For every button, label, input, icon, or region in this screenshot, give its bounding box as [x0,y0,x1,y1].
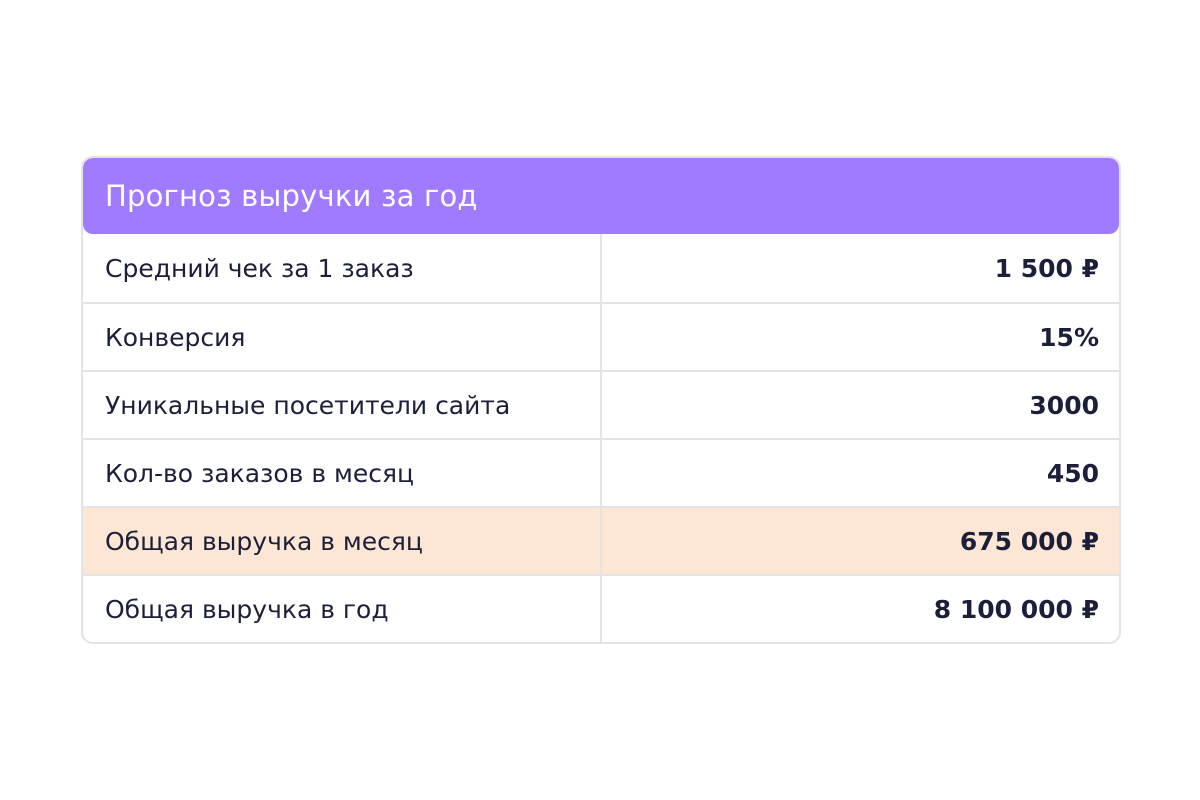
revenue-forecast-table: Прогноз выручки за год Средний чек за 1 … [81,156,1121,644]
row-label: Конверсия [83,304,602,370]
table-row-conversion: Конверсия 15% [83,302,1119,370]
row-value: 1 500 ₽ [994,253,1099,283]
row-label: Кол-во заказов в месяц [83,440,602,506]
table-header: Прогноз выручки за год [83,158,1119,234]
table-row-yearly-revenue: Общая выручка в год 8 100 000 ₽ [83,574,1119,642]
row-label: Общая выручка в год [83,576,602,642]
table-title: Прогноз выручки за год [105,179,478,213]
row-label: Средний чек за 1 заказ [83,234,602,302]
row-value: 450 [1046,458,1099,488]
row-value: 15% [1039,322,1099,352]
table-row-unique-visitors: Уникальные посетители сайта 3000 [83,370,1119,438]
table-row-average-check: Средний чек за 1 заказ 1 500 ₽ [83,234,1119,302]
row-label: Общая выручка в месяц [83,508,602,574]
table-row-monthly-revenue: Общая выручка в месяц 675 000 ₽ [83,506,1119,574]
table-row-orders-per-month: Кол-во заказов в месяц 450 [83,438,1119,506]
table-body: Средний чек за 1 заказ 1 500 ₽ Конверсия… [83,234,1119,642]
row-value: 3000 [1029,390,1099,420]
row-value: 675 000 ₽ [959,526,1099,556]
row-label: Уникальные посетители сайта [83,372,602,438]
row-value: 8 100 000 ₽ [933,594,1099,624]
